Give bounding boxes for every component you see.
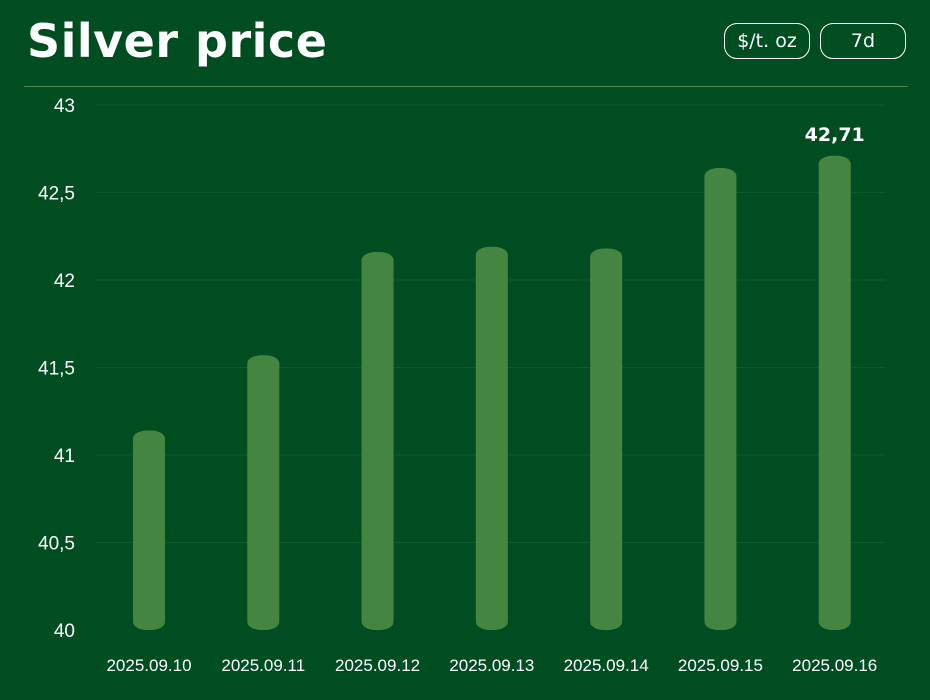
y-tick-label: 41,5 bbox=[38, 359, 75, 380]
unit-button[interactable]: $/t. oz bbox=[724, 23, 810, 59]
y-tick-label: 40,5 bbox=[38, 534, 75, 555]
header-divider bbox=[24, 86, 908, 87]
data-label: 42,71 bbox=[805, 124, 865, 146]
bar bbox=[133, 430, 165, 630]
page-title: Silver price bbox=[27, 14, 328, 68]
bar bbox=[590, 248, 623, 630]
bar bbox=[704, 168, 737, 630]
x-tick-label: 2025.09.12 bbox=[335, 656, 420, 675]
x-tick-label: 2025.09.10 bbox=[106, 656, 191, 675]
x-tick-label: 2025.09.11 bbox=[221, 656, 305, 675]
x-tick-label: 2025.09.16 bbox=[792, 656, 877, 675]
range-button[interactable]: 7d bbox=[820, 23, 906, 59]
y-tick-label: 42,5 bbox=[38, 184, 75, 205]
bar bbox=[475, 246, 508, 630]
bar bbox=[361, 252, 394, 630]
x-tick-label: 2025.09.15 bbox=[678, 656, 763, 675]
y-tick-label: 40 bbox=[54, 621, 75, 642]
bar bbox=[247, 355, 280, 630]
bar bbox=[818, 155, 851, 630]
y-tick-label: 43 bbox=[54, 96, 75, 117]
y-tick-label: 41 bbox=[54, 446, 75, 467]
x-tick-label: 2025.09.13 bbox=[449, 656, 534, 675]
x-tick-label: 2025.09.14 bbox=[564, 656, 649, 675]
y-tick-label: 42 bbox=[54, 271, 75, 292]
